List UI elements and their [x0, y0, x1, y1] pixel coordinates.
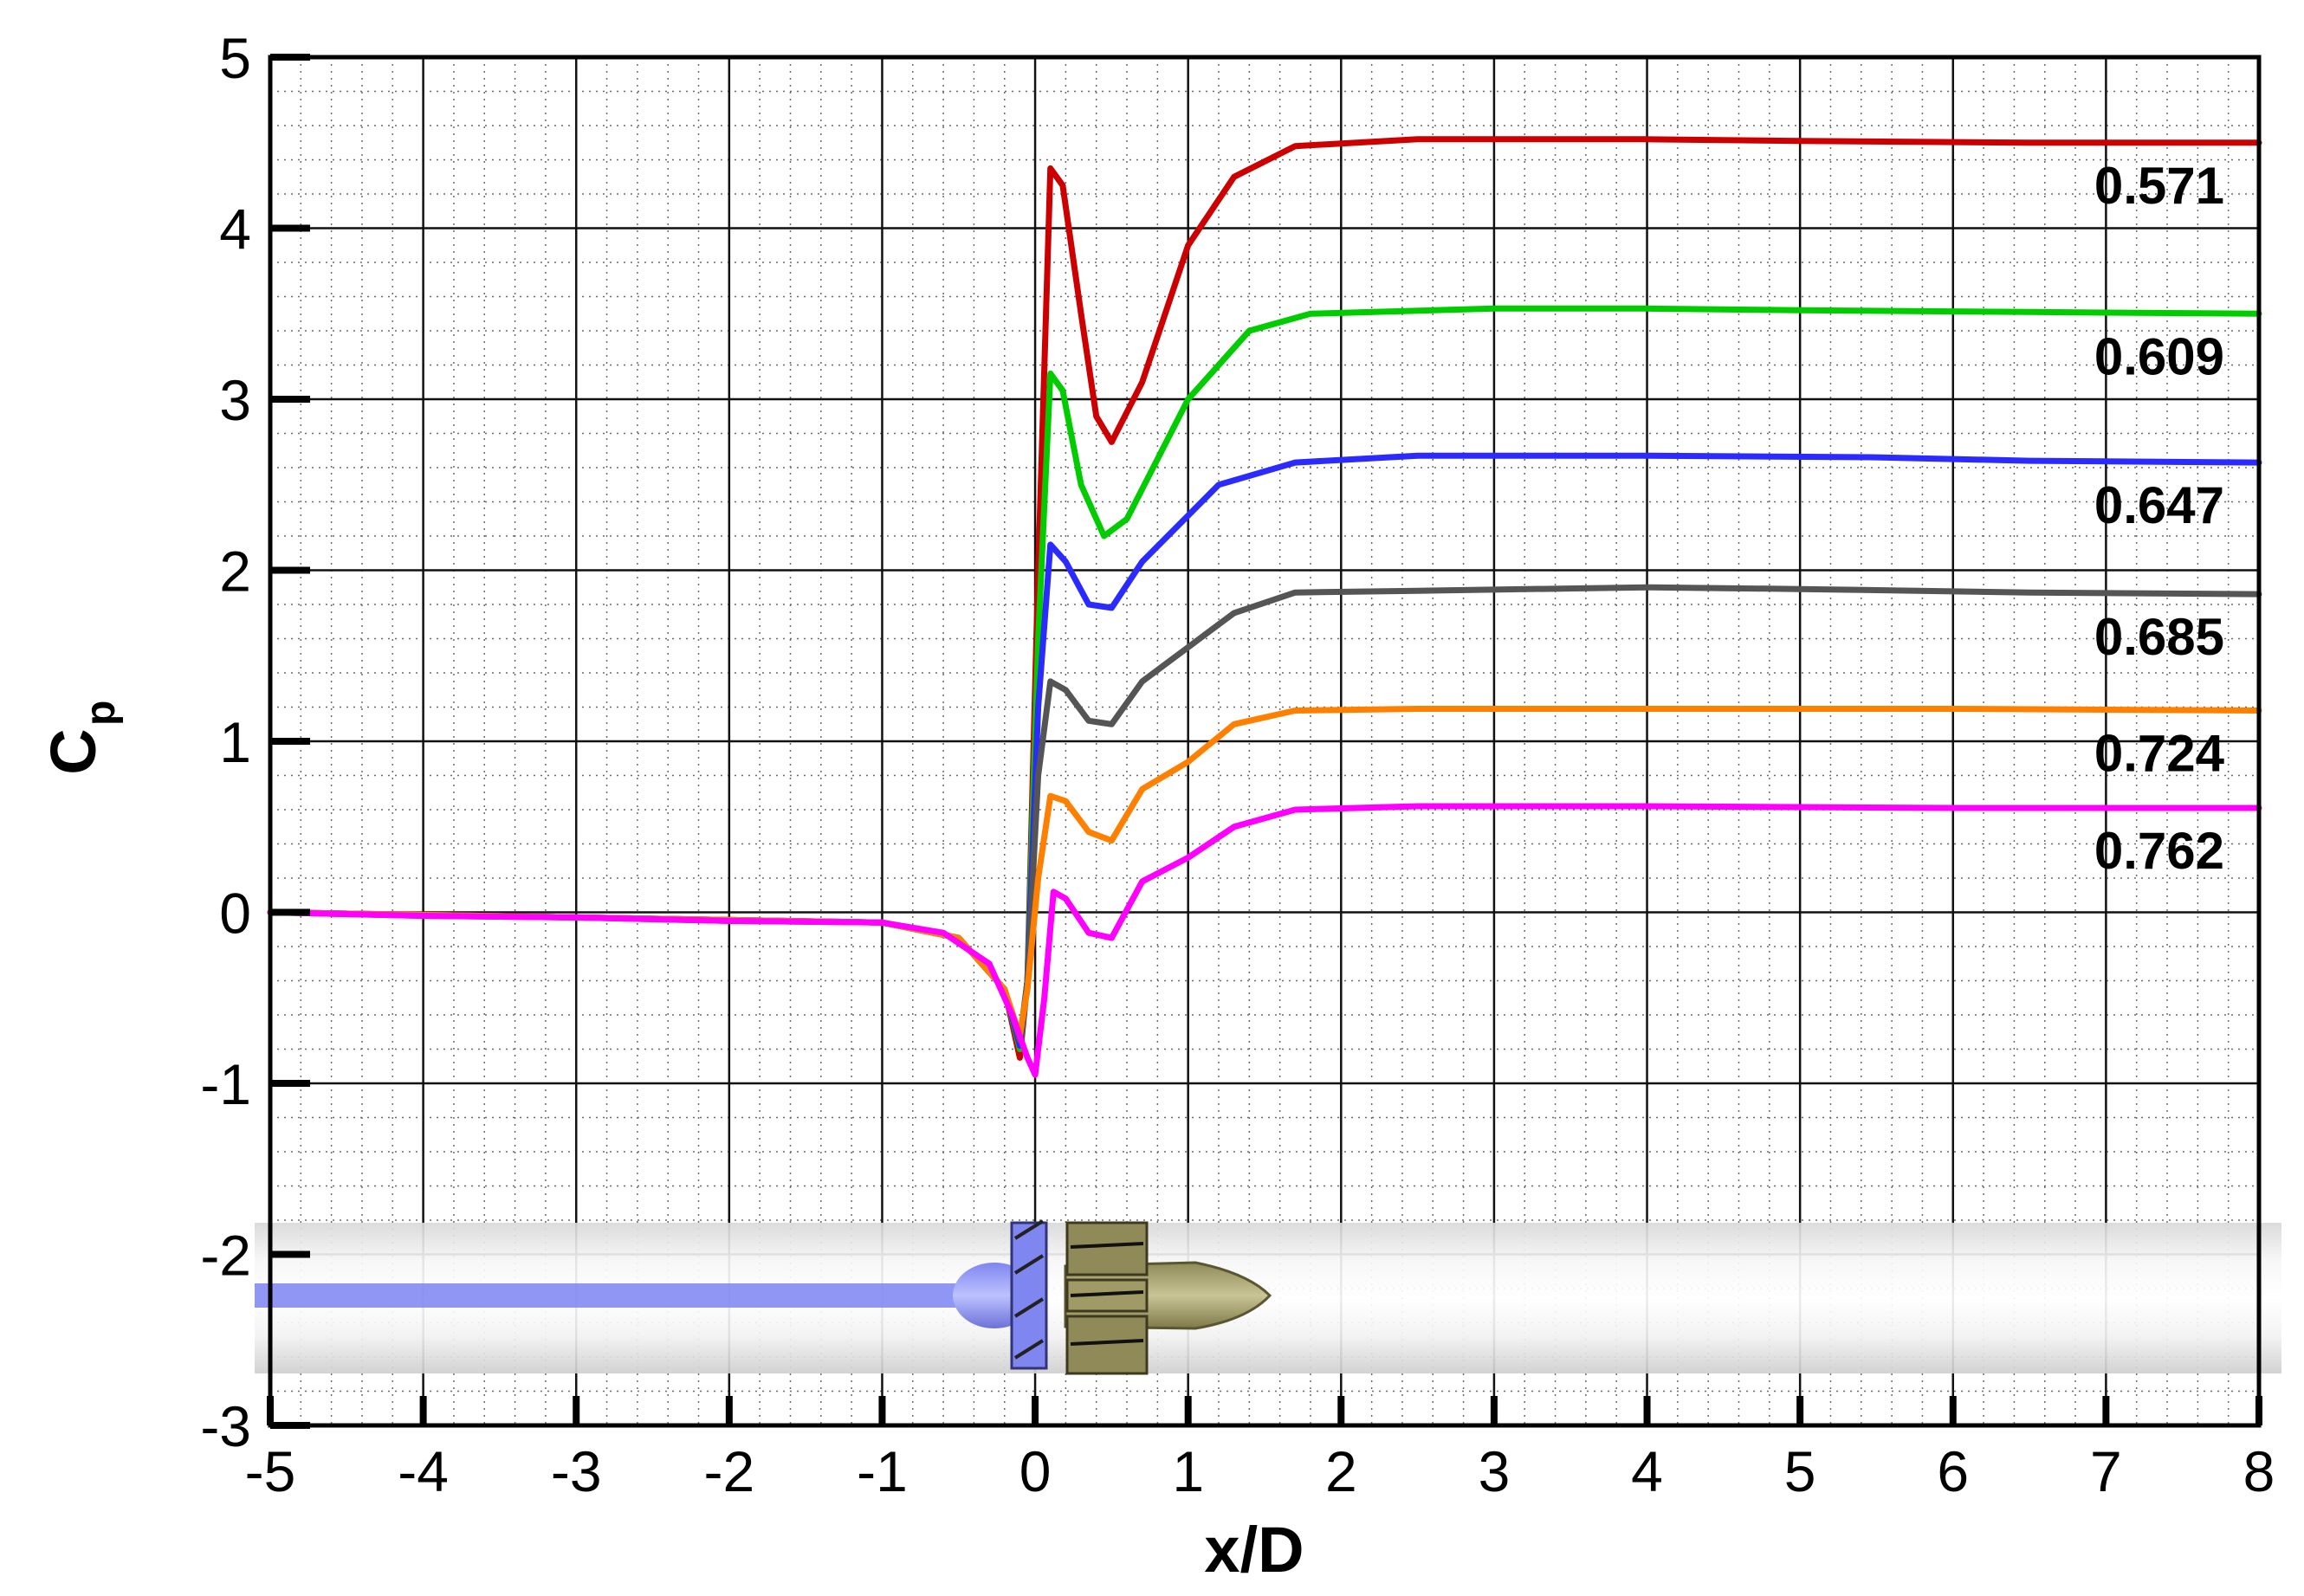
shaft — [255, 1283, 974, 1308]
rotor-blade-upper — [1010, 1221, 1048, 1370]
x-tick-label: 5 — [1784, 1439, 1816, 1503]
stator-vane-line — [1070, 1290, 1144, 1297]
x-tick-label: 3 — [1479, 1439, 1511, 1503]
stator-vane-line — [1070, 1339, 1144, 1346]
x-tick-label: -3 — [551, 1439, 602, 1503]
rotor-blade-line — [1013, 1339, 1045, 1360]
rotor-blade-line — [1013, 1219, 1045, 1240]
y-tick-label: 3 — [219, 368, 251, 432]
rotor-blade-line — [1013, 1297, 1045, 1318]
y-axis-title: C p — [37, 701, 124, 775]
y-tick-label: -1 — [200, 1052, 251, 1116]
y-tick-label: 0 — [219, 882, 251, 946]
x-tick-label: -2 — [704, 1439, 755, 1503]
rotor-blade-line — [1013, 1254, 1045, 1275]
x-tick-label: -4 — [398, 1439, 449, 1503]
y-tick-label: 1 — [219, 710, 251, 774]
y-tick-label: 4 — [219, 197, 251, 262]
x-tick-label: 2 — [1325, 1439, 1357, 1503]
y-axis-title-sub: p — [78, 701, 124, 726]
y-tick-label: -2 — [200, 1224, 251, 1288]
x-tick-label: 7 — [2090, 1439, 2122, 1503]
x-tick-label: 0 — [1019, 1439, 1052, 1503]
x-axis-title: x/D — [1204, 1514, 1304, 1586]
series-label-0.724: 0.724 — [2094, 724, 2225, 782]
x-tick-label: -1 — [857, 1439, 908, 1503]
x-tick-label: 1 — [1172, 1439, 1204, 1503]
stator-vane-upper — [1065, 1221, 1149, 1276]
series-label-0.571: 0.571 — [2094, 157, 2224, 215]
x-tick-label: 6 — [1937, 1439, 1969, 1503]
stator-vane-line — [1070, 1242, 1144, 1249]
y-tick-label: 2 — [219, 540, 251, 604]
series-layer: 0.571 0.609 0.647 0.685 0.724 0.762 — [267, 136, 2262, 1078]
axes-layer: -5 -4 -3 -2 -1 0 1 2 3 4 5 6 7 8 -3 -2 -1 0 1 2 3 4 5 — [200, 26, 2275, 1503]
series-label-0.762: 0.762 — [2094, 822, 2224, 880]
y-tick-label: 5 — [219, 26, 251, 90]
series-label-0.685: 0.685 — [2094, 608, 2224, 666]
y-tick-label: -3 — [200, 1394, 251, 1458]
series-line-0.647 — [267, 452, 2262, 1050]
series-label-0.609: 0.609 — [2094, 327, 2224, 385]
series-label-0.647: 0.647 — [2094, 476, 2224, 534]
series-line-0.685 — [267, 584, 2262, 1044]
series-line-0.762 — [267, 803, 2262, 1078]
x-tick-label: 8 — [2243, 1439, 2275, 1503]
geometry-schematic — [255, 1219, 2281, 1375]
x-tick-label: 4 — [1631, 1439, 1663, 1503]
x-tick-label: -5 — [245, 1439, 296, 1503]
y-axis-title-main: C — [37, 728, 109, 774]
series-line-0.609 — [267, 305, 2262, 1052]
series-line-0.724 — [267, 706, 2262, 1039]
